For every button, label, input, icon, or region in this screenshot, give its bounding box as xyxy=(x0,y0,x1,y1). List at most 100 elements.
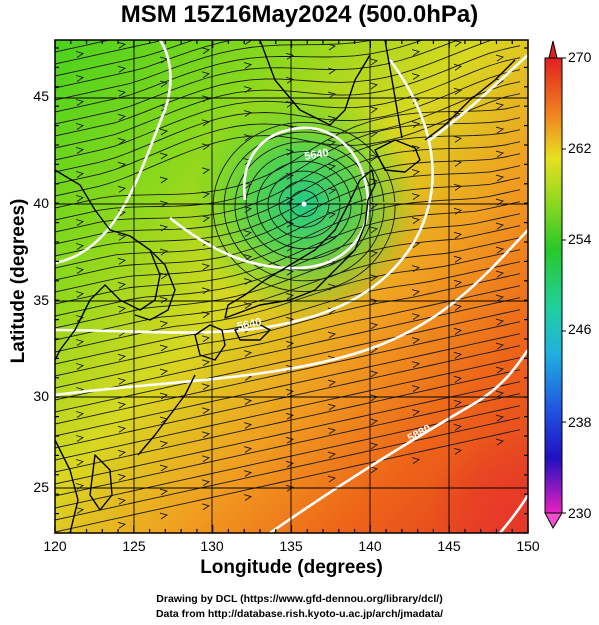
wind-arrow xyxy=(75,411,85,418)
wind-arrow xyxy=(285,388,295,396)
wind-arrow xyxy=(201,47,211,55)
streamline xyxy=(55,261,521,365)
wind-arrow xyxy=(201,167,211,175)
streamline xyxy=(55,237,521,341)
x-tick-label: 135 xyxy=(279,538,303,554)
wind-arrow xyxy=(495,390,505,398)
wind-arrow xyxy=(75,243,85,250)
wind-arrow xyxy=(369,418,379,426)
y-tick-labels: 25 30 35 40 45 xyxy=(33,88,49,495)
wind-arrow xyxy=(201,407,211,415)
wind-arrow xyxy=(327,427,337,435)
wind-arrow xyxy=(159,320,169,328)
wind-arrow xyxy=(117,377,127,385)
wind-arrow xyxy=(75,507,85,514)
wind-arrow xyxy=(243,422,253,429)
wind-arrow xyxy=(411,169,421,176)
streamline xyxy=(55,381,521,485)
height-contour xyxy=(499,494,528,533)
wind-arrow xyxy=(201,71,211,79)
wind-arrow xyxy=(495,414,505,422)
wind-arrow xyxy=(495,246,505,254)
wind-arrow xyxy=(201,119,211,127)
wind-arrow xyxy=(369,178,379,186)
wind-arrow xyxy=(75,339,85,346)
wind-arrow xyxy=(411,145,421,152)
x-tick-label: 140 xyxy=(358,538,382,554)
wind-arrow xyxy=(495,102,505,110)
height-contour xyxy=(55,229,528,397)
colorbar-label: 238 xyxy=(568,414,592,430)
wind-streamlines xyxy=(55,40,521,533)
coastline xyxy=(384,40,403,139)
wind-arrow xyxy=(285,484,295,492)
coastline xyxy=(424,59,516,141)
wind-arrow xyxy=(243,86,253,93)
wind-arrow xyxy=(327,115,337,123)
y-axis-label: Latitude (degrees) xyxy=(8,198,29,364)
wind-arrow xyxy=(411,457,421,464)
streamline xyxy=(55,40,196,77)
coastline xyxy=(234,321,271,341)
colorbar-bottom-cap xyxy=(544,512,563,530)
wind-arrow xyxy=(243,470,253,477)
wind-arrow xyxy=(159,200,169,208)
wind-arrow xyxy=(159,368,169,376)
wind-arrow xyxy=(75,363,85,370)
wind-arrow xyxy=(201,143,211,151)
streamline xyxy=(55,417,521,521)
streamline xyxy=(55,40,165,65)
wind-arrow xyxy=(453,207,463,215)
y-tick-label: 45 xyxy=(33,88,49,104)
wind-arrow xyxy=(495,294,505,302)
wind-arrow xyxy=(369,58,379,66)
wind-arrow xyxy=(411,361,421,368)
wind-arrow xyxy=(369,106,379,114)
wind-arrow xyxy=(117,185,127,193)
wind-arrow xyxy=(285,172,295,180)
map-title: MSM 15Z16May2024 (500.0hPa) xyxy=(120,1,479,28)
streamline xyxy=(267,170,341,239)
wind-arrow xyxy=(453,375,463,383)
wind-arrow xyxy=(201,383,211,391)
wind-arrow xyxy=(285,148,295,156)
streamline xyxy=(234,141,374,271)
streamline xyxy=(55,117,521,221)
wind-arrow xyxy=(327,307,337,315)
wind-arrow xyxy=(285,268,295,276)
wind-arrow xyxy=(411,337,421,344)
wind-arrow xyxy=(117,401,127,409)
wind-arrow xyxy=(243,134,253,141)
x-tick-label: 125 xyxy=(122,538,146,554)
wind-arrow xyxy=(495,318,505,326)
wind-arrow xyxy=(327,475,337,483)
wind-arrow xyxy=(369,250,379,258)
colorbar-top-cap xyxy=(548,40,558,59)
wind-arrow xyxy=(285,196,295,204)
wind-arrow xyxy=(201,479,211,487)
wind-arrow xyxy=(369,130,379,138)
wind-arrow xyxy=(159,440,169,448)
streamline xyxy=(55,369,521,473)
wind-arrow xyxy=(75,315,85,322)
streamline xyxy=(55,93,521,197)
wind-arrow xyxy=(201,455,211,463)
wind-arrow xyxy=(75,99,85,106)
streamline xyxy=(55,40,424,113)
wind-arrow xyxy=(117,65,127,73)
streamline xyxy=(55,40,58,41)
wind-arrow xyxy=(201,431,211,439)
wind-arrow xyxy=(369,154,379,162)
wind-arrow xyxy=(327,91,337,99)
wind-arrow xyxy=(411,121,421,128)
y-tick-label: 30 xyxy=(33,388,49,404)
wind-arrow xyxy=(243,182,253,189)
wind-arrow xyxy=(75,75,85,82)
wind-arrow xyxy=(285,340,295,348)
wind-arrow xyxy=(327,379,337,387)
streamline xyxy=(55,129,521,233)
wind-arrow xyxy=(453,279,463,287)
wind-arrow xyxy=(159,152,169,160)
contour-label: 5640 xyxy=(303,147,329,163)
